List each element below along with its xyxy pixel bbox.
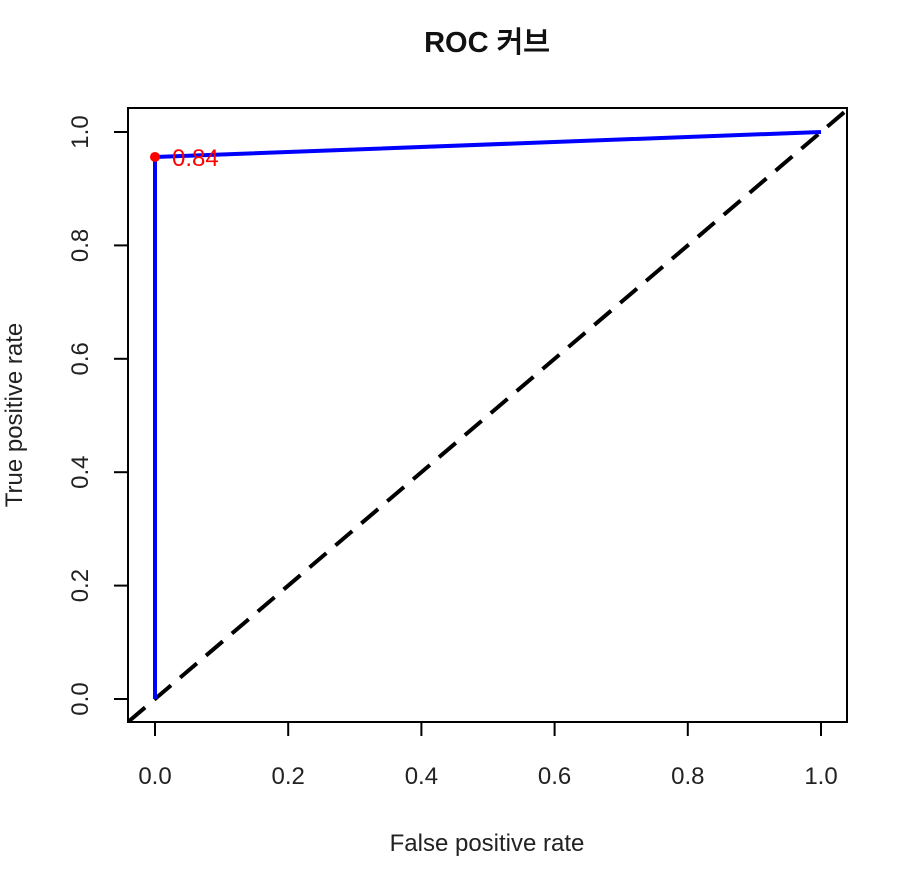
- roc-curve-line: [153, 130, 822, 699]
- x-tick-label: 0.4: [405, 763, 438, 790]
- y-axis-label: True positive rate: [1, 323, 28, 508]
- diagonal-reference-line: [128, 108, 847, 722]
- x-tick-label: 0.2: [272, 763, 305, 790]
- threshold-point: [150, 151, 160, 162]
- chart-title: ROC 커브: [424, 26, 550, 59]
- x-axis: 0.0 0.2 0.4 0.6 0.8 1.0: [138, 722, 838, 790]
- y-tick-label: 0.6: [67, 342, 94, 375]
- y-tick-label: 0.8: [67, 229, 94, 262]
- x-tick-label: 1.0: [804, 763, 837, 790]
- x-axis-label: False positive rate: [390, 830, 585, 857]
- x-tick-label: 0.0: [138, 763, 171, 790]
- threshold-label: 0.84: [172, 145, 219, 172]
- y-tick-label: 0.0: [67, 682, 94, 715]
- x-tick-label: 0.6: [538, 763, 571, 790]
- y-tick-label: 0.2: [67, 569, 94, 602]
- plot-area: 0.84: [128, 108, 847, 722]
- y-tick-label: 0.4: [67, 456, 94, 489]
- plot-frame: [127, 107, 848, 723]
- y-axis: 0.0 0.2 0.4 0.6 0.8 1.0: [67, 115, 128, 716]
- y-tick-label: 1.0: [67, 115, 94, 148]
- x-tick-label: 0.8: [671, 763, 704, 790]
